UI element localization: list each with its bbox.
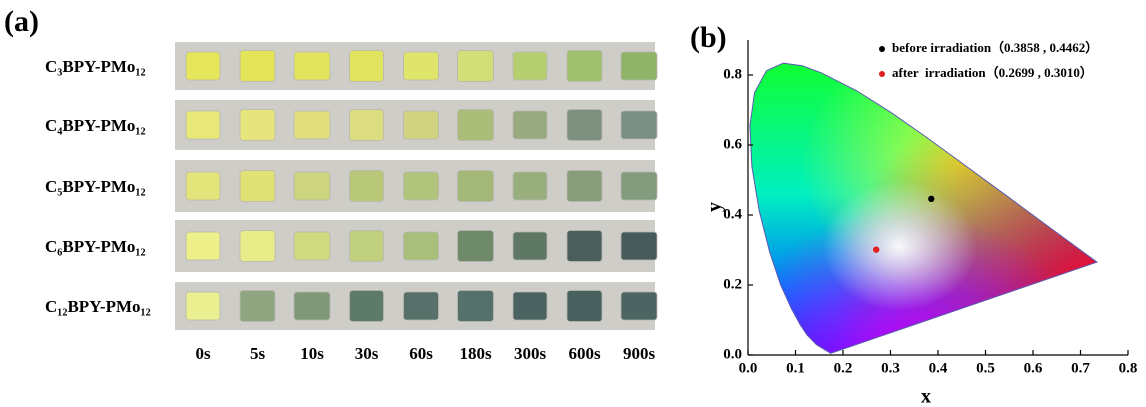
data-point <box>873 246 879 252</box>
sample-swatch <box>621 52 657 80</box>
x-tick-label: 0.5 <box>976 360 995 376</box>
y-tick-label: 0.6 <box>723 136 742 152</box>
sample-swatch <box>350 51 384 82</box>
sample-swatch <box>621 172 657 200</box>
sample-swatch <box>240 51 275 82</box>
time-label: 10s <box>300 344 324 363</box>
time-label: 30s <box>355 344 379 363</box>
y-tick-label: 0.2 <box>723 276 742 292</box>
sample-swatch <box>458 51 494 82</box>
x-tick-label: 0.3 <box>881 360 900 376</box>
time-label: 600s <box>568 344 601 363</box>
sample-swatch <box>294 111 330 139</box>
sample-swatch <box>240 171 275 202</box>
sample-swatch <box>513 292 547 320</box>
x-tick-label: 0.4 <box>929 360 948 376</box>
sample-swatch <box>621 292 657 320</box>
x-tick-label: 0.0 <box>739 360 758 376</box>
time-label: 60s <box>409 344 433 363</box>
panel-a: (a) C₃BPY-PMo₁₂ C₄BPY-PMo₁₂ C₅BPY-PMo₁₂ C₆BP… <box>4 5 657 363</box>
time-label: 5s <box>250 344 266 363</box>
sample-swatch <box>458 231 494 262</box>
x-tick-label: 0.1 <box>786 360 805 376</box>
row-label: C₁₂BPY-PMo₁₂ <box>45 297 151 316</box>
row-label: C₅BPY-PMo₁₂ <box>45 177 146 196</box>
sample-swatch <box>294 232 330 260</box>
sample-swatch <box>350 291 384 322</box>
sample-swatch <box>513 172 547 200</box>
sample-swatch <box>404 172 439 200</box>
panel-label: (a) <box>4 5 39 38</box>
sample-swatch <box>567 231 602 262</box>
legend-marker <box>879 71 885 77</box>
x-tick-label: 0.7 <box>1071 360 1090 376</box>
sample-swatch <box>294 172 330 200</box>
sample-swatch <box>567 110 602 141</box>
sample-swatch <box>350 110 384 141</box>
y-axis-label: y <box>704 202 726 212</box>
row-label: C₃BPY-PMo₁₂ <box>45 57 146 76</box>
sample-swatch <box>458 110 494 141</box>
y-tick-label: 0.0 <box>723 346 742 362</box>
sample-swatch <box>513 111 547 139</box>
legend-label: before irradiation（0.3858 , 0.4462） <box>892 40 1098 55</box>
sample-swatch <box>621 232 657 260</box>
sample-swatch <box>186 111 220 139</box>
sample-swatch <box>294 52 330 80</box>
x-tick-label: 0.6 <box>1024 360 1043 376</box>
sample-swatch <box>567 291 602 322</box>
sample-swatch <box>458 171 494 202</box>
legend-marker <box>879 46 885 52</box>
cie-gamut <box>748 61 1100 355</box>
sample-swatch <box>404 111 439 139</box>
time-label: 0s <box>195 344 211 363</box>
x-tick-label: 0.2 <box>834 360 853 376</box>
figure: (a) C₃BPY-PMo₁₂ C₄BPY-PMo₁₂ C₅BPY-PMo₁₂ C₆BP… <box>0 0 1146 407</box>
sample-swatch <box>513 52 547 80</box>
time-label: 900s <box>623 344 656 363</box>
sample-swatch <box>240 231 275 262</box>
row-label: C₆BPY-PMo₁₂ <box>45 237 146 256</box>
sample-swatch <box>240 291 275 322</box>
data-point <box>928 196 934 202</box>
sample-swatch <box>621 111 657 139</box>
sample-swatch <box>240 110 275 141</box>
time-label: 300s <box>514 344 547 363</box>
sample-swatch <box>513 232 547 260</box>
sample-swatch <box>350 171 384 202</box>
x-axis-label: x <box>921 386 931 407</box>
sample-swatch <box>458 291 494 322</box>
time-label: 180s <box>459 344 492 363</box>
sample-swatch <box>294 292 330 320</box>
panel-b: (b) 0.0 0.1 0.2 0.3 0.4 0.5 0.6 0.7 0.8 0.0 0.2 0.4 0… <box>690 21 1137 407</box>
sample-swatch <box>404 292 439 320</box>
sample-swatch <box>186 292 220 320</box>
y-tick-label: 0.4 <box>723 206 742 222</box>
row-label: C₄BPY-PMo₁₂ <box>45 116 146 135</box>
sample-swatch <box>404 52 439 80</box>
x-tick-label: 0.8 <box>1119 360 1138 376</box>
sample-swatch <box>350 231 384 262</box>
sample-swatch <box>404 232 439 260</box>
sample-swatch <box>186 232 220 260</box>
sample-swatch <box>186 52 220 80</box>
y-tick-label: 0.8 <box>723 66 742 82</box>
legend-label: after irradiation（0.2699 , 0.3010） <box>892 65 1093 80</box>
sample-swatch <box>567 171 602 202</box>
sample-swatch <box>567 51 602 82</box>
panel-label: (b) <box>690 21 727 54</box>
sample-swatch <box>186 172 220 200</box>
